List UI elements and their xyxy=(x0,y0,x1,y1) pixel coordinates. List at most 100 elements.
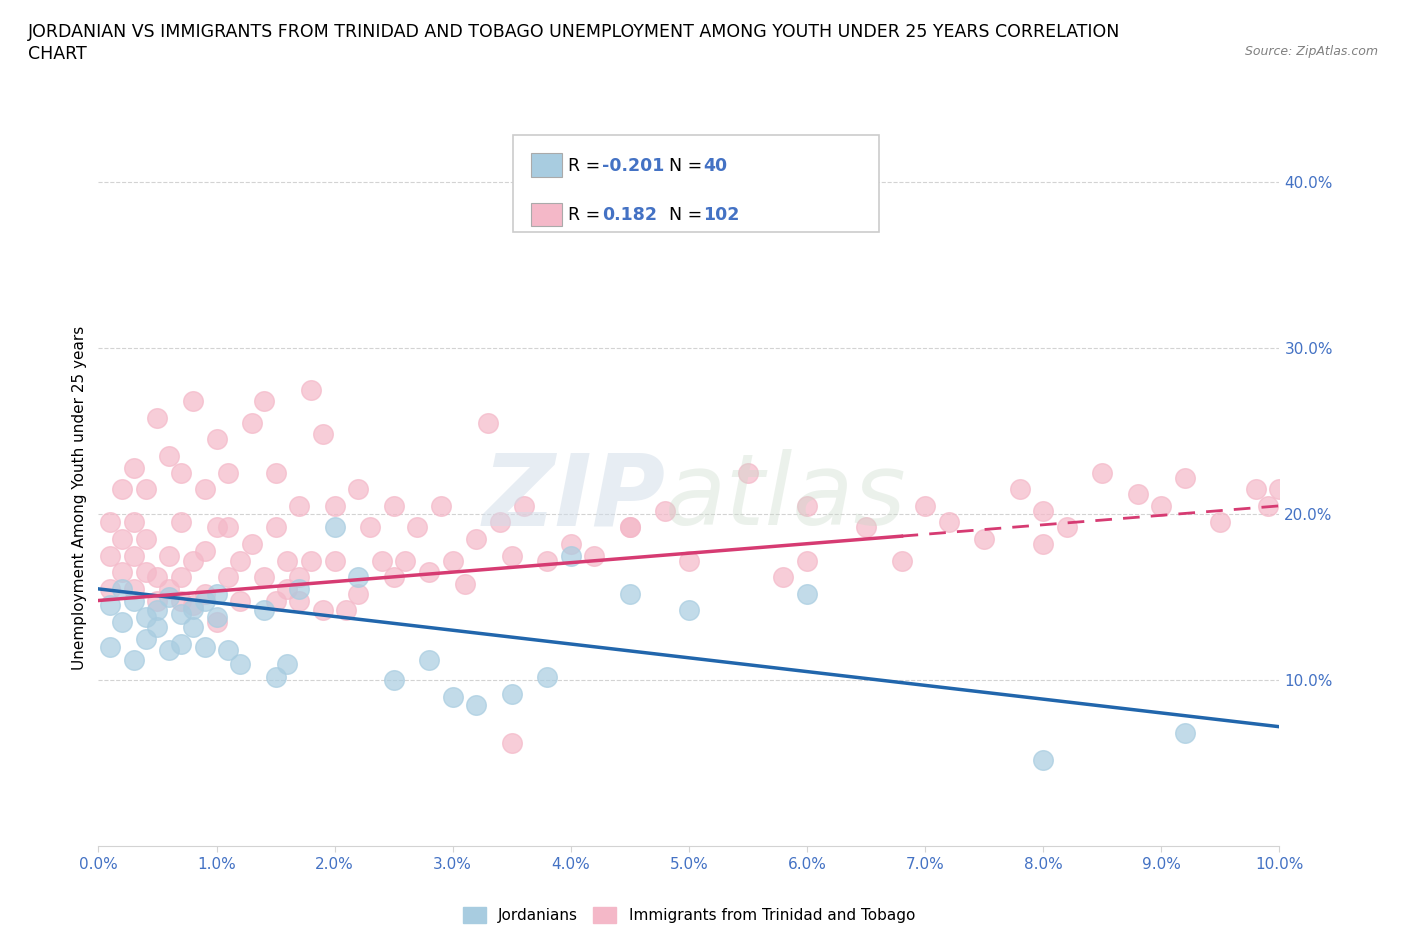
Point xyxy=(146,410,169,425)
Point xyxy=(205,432,228,447)
Point xyxy=(205,520,228,535)
Point xyxy=(465,698,488,712)
Legend: Jordanians, Immigrants from Trinidad and Tobago: Jordanians, Immigrants from Trinidad and… xyxy=(457,901,921,929)
Point xyxy=(501,549,523,564)
Point xyxy=(772,570,794,585)
Text: JORDANIAN VS IMMIGRANTS FROM TRINIDAD AND TOBAGO UNEMPLOYMENT AMONG YOUTH UNDER : JORDANIAN VS IMMIGRANTS FROM TRINIDAD AN… xyxy=(28,23,1121,41)
Point xyxy=(477,416,499,431)
Point xyxy=(359,520,381,535)
Point xyxy=(157,581,180,596)
Point xyxy=(122,549,145,564)
Point xyxy=(560,549,582,564)
Point xyxy=(253,570,276,585)
Point xyxy=(796,587,818,602)
Point xyxy=(122,653,145,668)
Text: 102: 102 xyxy=(703,206,740,224)
Point xyxy=(170,515,193,530)
Text: R =: R = xyxy=(568,156,606,175)
Text: Source: ZipAtlas.com: Source: ZipAtlas.com xyxy=(1244,45,1378,58)
Point xyxy=(194,640,217,655)
Point xyxy=(217,465,239,480)
Point xyxy=(288,570,311,585)
Point xyxy=(1056,520,1078,535)
Point xyxy=(205,615,228,630)
Text: CHART: CHART xyxy=(28,45,87,62)
Point xyxy=(122,460,145,475)
Point xyxy=(347,570,370,585)
Text: R =: R = xyxy=(568,206,606,224)
Point xyxy=(973,532,995,547)
Point xyxy=(619,520,641,535)
Point xyxy=(489,515,512,530)
Point xyxy=(1174,471,1197,485)
Point xyxy=(276,581,298,596)
Point xyxy=(135,631,157,646)
Point xyxy=(288,581,311,596)
Point xyxy=(276,657,298,671)
Point xyxy=(98,640,121,655)
Point xyxy=(914,498,936,513)
Point xyxy=(382,498,405,513)
Point xyxy=(288,498,311,513)
Text: 0.182: 0.182 xyxy=(602,206,657,224)
Point xyxy=(299,553,322,568)
Point xyxy=(229,593,252,608)
Point xyxy=(323,498,346,513)
Point xyxy=(678,603,700,618)
Point xyxy=(111,532,134,547)
Point xyxy=(194,482,217,497)
Point xyxy=(217,643,239,658)
Point xyxy=(465,532,488,547)
Point xyxy=(323,553,346,568)
Point xyxy=(501,736,523,751)
Point xyxy=(217,570,239,585)
Text: N =: N = xyxy=(669,206,709,224)
Point xyxy=(194,593,217,608)
Point xyxy=(111,615,134,630)
Point xyxy=(135,610,157,625)
Point xyxy=(855,520,877,535)
Point xyxy=(371,553,394,568)
Point xyxy=(170,465,193,480)
Point xyxy=(1268,482,1291,497)
Point xyxy=(1032,752,1054,767)
Point xyxy=(181,598,204,613)
Point xyxy=(536,670,558,684)
Point xyxy=(583,549,606,564)
Point xyxy=(135,482,157,497)
Point xyxy=(1150,498,1173,513)
Point xyxy=(1244,482,1267,497)
Point xyxy=(737,465,759,480)
Point xyxy=(1032,537,1054,551)
Point xyxy=(98,515,121,530)
Point xyxy=(98,581,121,596)
Y-axis label: Unemployment Among Youth under 25 years: Unemployment Among Youth under 25 years xyxy=(72,326,87,670)
Point xyxy=(619,587,641,602)
Point xyxy=(205,610,228,625)
Point xyxy=(382,672,405,687)
Point xyxy=(453,577,475,591)
Point xyxy=(194,587,217,602)
Point xyxy=(98,598,121,613)
Point xyxy=(194,543,217,558)
Point xyxy=(335,603,357,618)
Point xyxy=(122,515,145,530)
Point xyxy=(253,603,276,618)
Text: -0.201: -0.201 xyxy=(602,156,664,175)
Point xyxy=(347,482,370,497)
Point xyxy=(382,570,405,585)
Text: 40: 40 xyxy=(703,156,727,175)
Point xyxy=(1174,726,1197,741)
Point xyxy=(276,553,298,568)
Point xyxy=(312,427,335,442)
Point xyxy=(1091,465,1114,480)
Text: atlas: atlas xyxy=(665,449,907,546)
Point xyxy=(288,593,311,608)
Point xyxy=(240,416,263,431)
Point xyxy=(264,465,287,480)
Point xyxy=(264,520,287,535)
Point xyxy=(146,570,169,585)
Point xyxy=(181,602,204,617)
Point xyxy=(170,606,193,621)
Point xyxy=(240,537,263,551)
